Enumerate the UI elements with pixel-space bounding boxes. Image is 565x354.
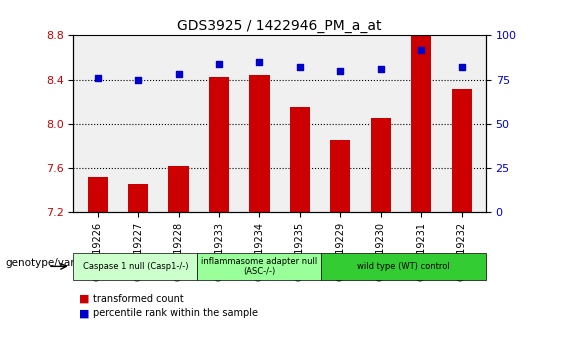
- Point: [174, 72, 183, 77]
- Title: GDS3925 / 1422946_PM_a_at: GDS3925 / 1422946_PM_a_at: [177, 19, 382, 33]
- Point: [416, 47, 425, 52]
- Point: [295, 64, 305, 70]
- Point: [255, 59, 264, 65]
- Point: [457, 64, 466, 70]
- Bar: [371, 118, 391, 212]
- Text: genotype/variation: genotype/variation: [6, 258, 105, 268]
- Bar: [411, 35, 431, 212]
- Text: inflammasome adapter null
(ASC-/-): inflammasome adapter null (ASC-/-): [201, 257, 317, 276]
- Text: percentile rank within the sample: percentile rank within the sample: [93, 308, 258, 318]
- Text: Caspase 1 null (Casp1-/-): Caspase 1 null (Casp1-/-): [82, 262, 188, 271]
- Text: transformed count: transformed count: [93, 294, 184, 304]
- Bar: [290, 107, 310, 212]
- Text: wild type (WT) control: wild type (WT) control: [357, 262, 450, 271]
- Text: ■: ■: [79, 308, 90, 318]
- Bar: [128, 184, 148, 212]
- Bar: [451, 88, 472, 212]
- Bar: [168, 166, 189, 212]
- Point: [376, 66, 385, 72]
- Bar: [209, 78, 229, 212]
- Bar: [249, 75, 270, 212]
- Point: [336, 68, 345, 74]
- Text: ■: ■: [79, 294, 90, 304]
- Bar: [88, 177, 108, 212]
- Point: [215, 61, 224, 67]
- Point: [93, 75, 102, 81]
- Bar: [330, 141, 350, 212]
- Point: [134, 77, 143, 82]
